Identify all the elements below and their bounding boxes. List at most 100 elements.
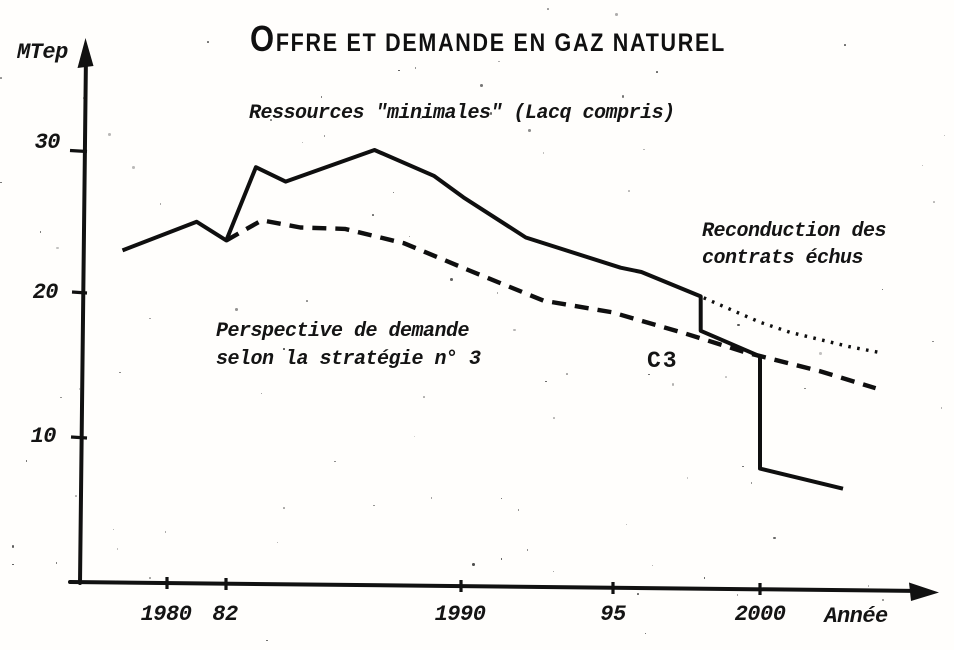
- curves-layer: [121, 148, 879, 491]
- scan-speck: [323, 135, 326, 137]
- scan-speck: [655, 71, 658, 73]
- contract-renewal-line: [703, 296, 879, 354]
- scan-speck: [12, 563, 15, 566]
- y-axis-unit-label: MTep: [17, 40, 68, 65]
- scan-speck: [615, 12, 618, 16]
- scan-speck: [643, 148, 646, 151]
- scan-speck: [430, 497, 433, 499]
- y-axis-arrow-icon: [77, 38, 94, 68]
- scan-speck: [804, 387, 806, 390]
- scan-speck: [159, 203, 162, 205]
- scan-speck: [25, 459, 28, 462]
- scan-speck: [628, 190, 630, 192]
- scan-speck: [500, 558, 503, 561]
- scan-speck: [305, 299, 308, 302]
- scan-speck: [526, 549, 529, 551]
- scan-speck: [0, 181, 2, 184]
- scan-speck: [372, 214, 374, 216]
- scan-speck: [55, 562, 58, 564]
- scan-speck: [270, 119, 272, 121]
- scan-speck: [423, 396, 425, 398]
- scan-speck: [736, 594, 739, 596]
- scan-speck: [414, 67, 417, 70]
- x-axis-line: [68, 580, 924, 593]
- scan-speck: [283, 507, 285, 509]
- y-tick-label-10: 10: [30, 424, 57, 449]
- renewal-curve-label: Reconduction des contrats échus: [702, 218, 887, 272]
- page-title: OFFRE ET DEMANDE EN GAZ NATUREL: [250, 18, 726, 60]
- scan-speck: [546, 8, 549, 10]
- scan-speck: [78, 388, 81, 390]
- scan-speck: [644, 632, 647, 635]
- scan-speck: [299, 326, 302, 329]
- scan-speck: [489, 112, 493, 116]
- y-tick-label-30: 30: [34, 130, 61, 155]
- scan-speck: [107, 133, 111, 137]
- scan-speck: [933, 201, 935, 203]
- scan-speck: [301, 141, 304, 144]
- scan-speck: [881, 288, 884, 291]
- scan-speck: [943, 134, 946, 137]
- scan-speck: [235, 308, 239, 312]
- demand-curve-label-line2: selon la stratégie n° 3: [216, 348, 481, 371]
- x-axis-name-label: Année: [824, 604, 888, 629]
- scan-speck: [932, 340, 934, 343]
- scan-speck: [480, 84, 483, 87]
- scan-speck: [500, 497, 503, 500]
- scan-speck: [552, 417, 555, 420]
- scan-speck: [276, 541, 279, 544]
- demand-curve-label: Perspective de demande selon la stratégi…: [216, 318, 481, 374]
- renewal-curve-label-line2: contrats échus: [702, 247, 864, 270]
- scan-speck: [621, 95, 625, 98]
- scan-speck: [844, 44, 846, 46]
- scan-speck: [542, 152, 545, 154]
- scan-speck: [408, 235, 411, 238]
- scan-speck: [637, 593, 639, 595]
- scan-speck: [207, 41, 209, 43]
- scan-speck: [736, 323, 740, 327]
- scan-speck: [750, 482, 753, 484]
- scan-speck: [148, 577, 151, 579]
- scan-speck: [703, 576, 706, 579]
- scan-speck: [75, 495, 77, 497]
- scan-speck: [686, 477, 689, 480]
- scan-speck: [112, 528, 115, 531]
- scan-speck: [566, 373, 568, 376]
- scan-speck: [450, 278, 453, 282]
- scan-speck: [544, 380, 547, 383]
- scan-speck: [552, 570, 555, 573]
- scan-speck: [334, 460, 336, 463]
- x-tick-label-95: 95: [600, 602, 626, 627]
- y-tick-30: [69, 148, 88, 154]
- scan-speck: [82, 97, 85, 99]
- scan-speck: [512, 328, 516, 332]
- scan-speck: [527, 128, 531, 132]
- scan-speck: [320, 96, 323, 99]
- scan-speck: [116, 548, 119, 551]
- scan-speck: [0, 77, 3, 79]
- scan-speck: [38, 139, 41, 142]
- title-rest: FFRE ET DEMANDE EN GAZ NATUREL: [275, 29, 726, 57]
- scan-speck: [881, 598, 885, 602]
- scan-speck: [164, 531, 167, 533]
- y-tick-label-20: 20: [32, 280, 59, 305]
- scan-speck: [648, 373, 650, 376]
- x-tick-label-1980: 1980: [140, 602, 192, 627]
- scan-speck: [819, 351, 822, 355]
- y-tick-20: [71, 290, 88, 295]
- demand-curve-label-line1: Perspective de demande: [216, 320, 470, 343]
- x-tick-label-1990: 1990: [434, 602, 486, 627]
- scan-speck: [625, 523, 628, 526]
- scan-speck: [392, 191, 395, 194]
- scan-speck: [742, 465, 745, 468]
- scan-speck: [413, 435, 416, 438]
- scan-speck: [940, 407, 943, 409]
- scan-speck: [398, 69, 400, 72]
- scan-speck: [921, 164, 924, 167]
- scan-speck: [11, 545, 15, 549]
- scan-speck: [420, 117, 422, 120]
- x-axis-arrow-icon: [909, 582, 939, 601]
- scan-speck: [55, 246, 59, 250]
